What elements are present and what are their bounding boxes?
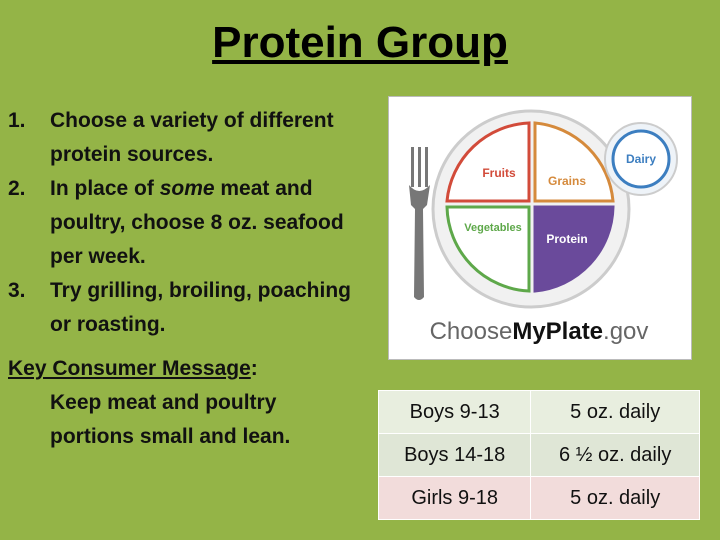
fork	[409, 147, 430, 300]
item-number: 3.	[8, 279, 26, 302]
text: In place of	[50, 177, 160, 200]
list-item: 3. Try grilling, broiling, poaching or ro…	[8, 274, 368, 342]
list-item: 1. Choose a variety of different protein …	[8, 104, 368, 172]
item-number: 2.	[8, 177, 26, 200]
table: Boys 9-13 5 oz. daily Boys 14-18 6 ½ oz. d…	[377, 390, 700, 520]
emphasis: some	[159, 177, 215, 200]
cell: 5 oz. daily	[530, 476, 700, 520]
row: Boys 9-13 5 oz. daily	[377, 390, 700, 434]
row: Girls 9-18 5 oz. daily	[377, 476, 700, 520]
logo-part: .gov	[603, 318, 648, 345]
grains-label: Grains	[548, 174, 586, 188]
logo: ChooseMyPlate.gov	[430, 318, 649, 345]
list-item: 2. In place of some meat and poultry, cho…	[8, 172, 368, 274]
key-text: Keep meat and poultry portions small and…	[50, 391, 291, 448]
fruits-label: Fruits	[482, 166, 516, 180]
title: Protein Group	[212, 18, 508, 67]
vegetables-label: Vegetables	[464, 222, 521, 234]
myplate-image: Fruits Grains Vegetables Protein Dairy C…	[388, 96, 692, 360]
logo-part: Choose	[430, 318, 513, 345]
item-number: 1.	[8, 109, 26, 132]
dairy-label: Dairy	[626, 152, 656, 166]
key-message: Key Consumer Message: Keep meat and poult…	[8, 352, 368, 454]
protein-label: Protein	[546, 232, 587, 246]
cell: 6 ½ oz. daily	[530, 433, 700, 477]
cell: Boys 14-18	[377, 433, 532, 477]
text: meat and poultry, choose 8 oz. seafood p…	[50, 177, 344, 268]
cell: Boys 9-13	[377, 390, 532, 434]
cell: 5 oz. daily	[530, 390, 700, 434]
row: Boys 14-18 6 ½ oz. daily	[377, 433, 700, 477]
item-text: Try grilling, broiling, poaching or roas…	[50, 279, 352, 336]
item-text: In place of some meat and poultry, choos…	[50, 172, 368, 274]
item-text: Choose a variety of different protein so…	[50, 109, 334, 166]
logo-part: MyPlate	[512, 318, 603, 345]
colon: :	[250, 357, 258, 380]
plate-graphic: Fruits Grains Vegetables Protein Dairy C…	[409, 109, 678, 345]
cell: Girls 9-18	[377, 476, 532, 520]
key-label: Key Consumer Message	[8, 357, 251, 380]
